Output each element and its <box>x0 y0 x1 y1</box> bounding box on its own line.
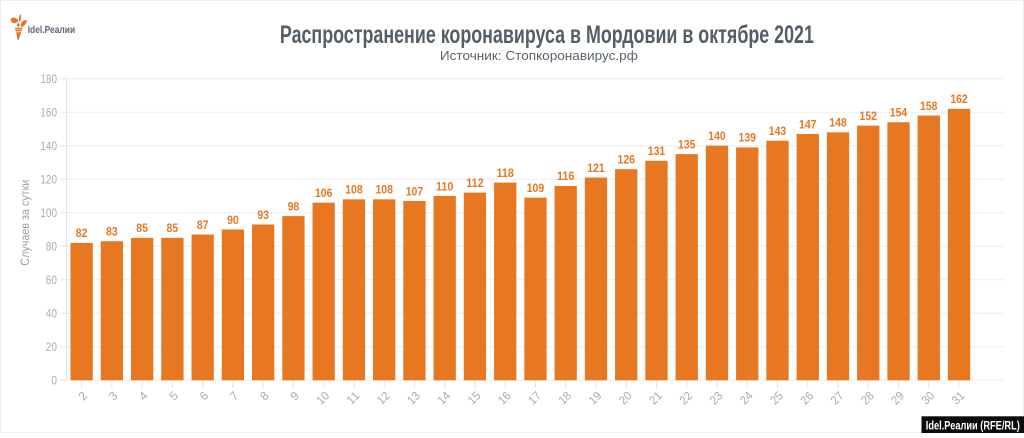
svg-text:Idel.Реалии: Idel.Реалии <box>28 25 75 36</box>
svg-text:20: 20 <box>46 340 57 354</box>
svg-text:108: 108 <box>345 183 363 197</box>
svg-text:90: 90 <box>227 213 239 227</box>
svg-text:Idel.Реалии (RFE/RL): Idel.Реалии (RFE/RL) <box>926 420 1020 432</box>
svg-text:118: 118 <box>497 166 515 180</box>
svg-text:109: 109 <box>527 181 545 195</box>
svg-text:143: 143 <box>769 124 787 138</box>
svg-text:112: 112 <box>466 176 484 190</box>
svg-text:93: 93 <box>257 208 269 222</box>
svg-text:140: 140 <box>708 129 726 143</box>
svg-text:Источник: Стопкоронавирус.рф: Источник: Стопкоронавирус.рф <box>440 49 638 63</box>
svg-text:158: 158 <box>920 99 938 113</box>
svg-text:107: 107 <box>406 184 424 198</box>
svg-text:87: 87 <box>197 218 209 232</box>
svg-text:0: 0 <box>51 374 57 388</box>
svg-text:135: 135 <box>678 137 696 151</box>
svg-text:Случаев за сутки: Случаев за сутки <box>18 180 32 266</box>
svg-text:116: 116 <box>557 169 575 183</box>
svg-text:82: 82 <box>76 226 88 240</box>
svg-text:131: 131 <box>648 144 666 158</box>
svg-text:160: 160 <box>40 105 57 119</box>
svg-text:80: 80 <box>46 240 57 254</box>
svg-text:180: 180 <box>40 72 57 86</box>
svg-text:110: 110 <box>436 179 454 193</box>
svg-text:152: 152 <box>860 109 878 123</box>
svg-text:98: 98 <box>288 199 300 213</box>
svg-text:83: 83 <box>106 225 118 239</box>
svg-text:139: 139 <box>739 131 757 145</box>
svg-text:85: 85 <box>136 221 148 235</box>
svg-text:60: 60 <box>46 273 57 287</box>
svg-text:Распространение коронавируса в: Распространение коронавируса в Мордовии … <box>280 21 814 49</box>
svg-text:85: 85 <box>167 221 179 235</box>
svg-text:147: 147 <box>799 117 817 131</box>
svg-text:108: 108 <box>375 183 393 197</box>
svg-text:120: 120 <box>40 172 57 186</box>
svg-text:100: 100 <box>40 206 57 220</box>
svg-text:106: 106 <box>315 186 333 200</box>
svg-text:162: 162 <box>950 92 968 106</box>
svg-text:40: 40 <box>46 307 57 321</box>
svg-text:154: 154 <box>890 106 908 120</box>
svg-text:140: 140 <box>40 139 57 153</box>
svg-text:148: 148 <box>829 116 847 130</box>
svg-text:126: 126 <box>618 152 636 166</box>
svg-text:121: 121 <box>587 161 605 175</box>
